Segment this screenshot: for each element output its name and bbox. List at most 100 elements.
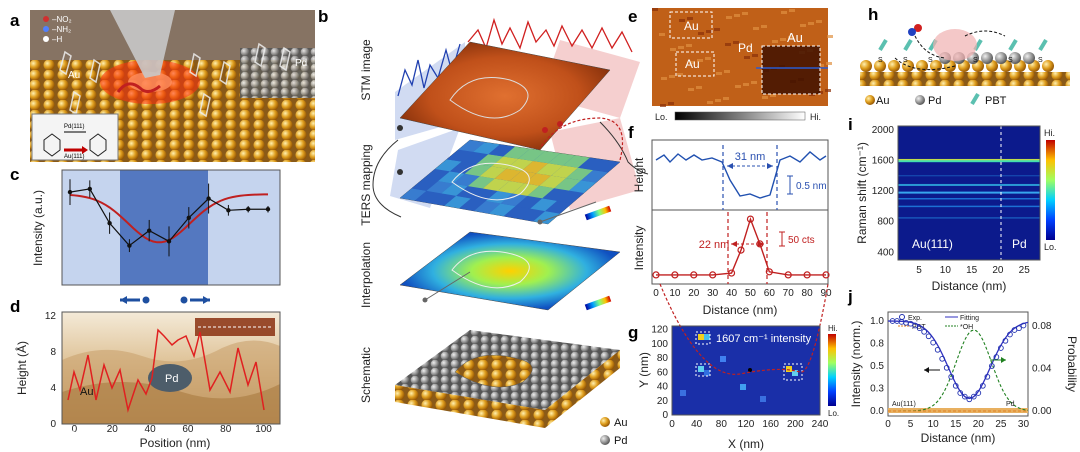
panel-b-ters-cell	[530, 198, 558, 212]
panel-e-texture	[762, 96, 768, 99]
panel-f-xtick: 40	[726, 288, 738, 299]
panel-j-exp-point	[1020, 322, 1027, 329]
panel-d-ytick: 8	[50, 347, 56, 358]
panel-e-texture	[826, 62, 832, 65]
panel-g-cell	[740, 384, 746, 390]
panel-e-texture	[825, 89, 831, 92]
panel-i-letter: i	[848, 115, 853, 134]
panel-j-oh-line	[888, 329, 1029, 412]
panel-f-xtick: 80	[802, 288, 814, 299]
panel-g-ytick: 40	[657, 382, 669, 393]
panel-b-ters-cell	[581, 170, 608, 183]
panel-j-xtick: 0	[885, 419, 891, 430]
panel-e-texture	[687, 17, 693, 20]
panel-h-au-atom	[1042, 60, 1054, 72]
panel-b-ters-cell	[545, 200, 572, 214]
svg-text:Pd: Pd	[1012, 237, 1027, 251]
panel-e-texture	[723, 97, 729, 100]
panel-e-texture	[818, 64, 824, 67]
panel-j-exp-point	[966, 396, 973, 403]
panel-j-exp-point	[993, 354, 1000, 360]
panel-g-cell	[786, 366, 792, 372]
svg-text:Pd(111): Pd(111)	[64, 124, 84, 130]
panel-d-xtick: 40	[145, 424, 157, 435]
panel-e-texture	[752, 54, 758, 57]
panel-j-exp-point	[1007, 331, 1013, 338]
panel-b: b STM image TERS mapping Interpolation S…	[318, 7, 649, 447]
panel-d-xtick: 0	[72, 424, 78, 435]
panel-e-texture	[770, 94, 776, 97]
panel-h-pd-atom	[1009, 52, 1021, 64]
panel-g-ytick: 120	[651, 325, 668, 336]
panel-i-xtick: 25	[1019, 265, 1031, 276]
panel-j-ytick: 0.8	[870, 339, 884, 350]
panel-j-exp-point	[979, 382, 986, 389]
panel-b-ters-cell	[458, 140, 485, 152]
panel-b-ters-cell	[411, 178, 439, 191]
panel-f-point	[765, 268, 773, 276]
panel-j-exp-point	[943, 364, 950, 371]
svg-text:PBT: PBT	[985, 95, 1007, 107]
panel-h-au-atom	[874, 60, 886, 72]
panel-g-xtick: 160	[762, 419, 779, 430]
panel-e-texture	[724, 70, 730, 73]
panel-j-xtick: 20	[973, 419, 985, 430]
panel-d-letter: d	[10, 297, 20, 316]
panel-i-raman-band	[898, 175, 1040, 177]
panel-e: e Au Pd Au Au Lo. Hi.	[628, 7, 833, 122]
panel-j-exp-point	[998, 345, 1004, 351]
panel-b-ters-cell	[459, 198, 486, 211]
panel-b-ters-cell	[521, 161, 549, 174]
panel-j-ytick: 0.3	[870, 384, 884, 395]
panel-b-ters-cell	[494, 168, 522, 181]
panel-e-texture	[659, 33, 665, 36]
panel-b-legend: Au Pd	[600, 417, 627, 447]
panel-e-texture	[660, 104, 666, 107]
panel-g-cell	[704, 370, 710, 376]
panel-d-ytick: 4	[50, 383, 56, 394]
panel-c-point	[67, 189, 73, 195]
panel-b-ters-cell	[593, 159, 620, 173]
panel-g-cell	[792, 370, 798, 376]
panel-e-texture	[705, 57, 711, 60]
panel-b-row-interp: Interpolation	[359, 242, 373, 308]
panel-h-pd-atom	[995, 52, 1007, 64]
panel-f-point	[803, 271, 811, 279]
panel-i-raman-band	[898, 205, 1040, 208]
panel-b-ters-cell	[542, 188, 570, 201]
panel-b-ters-cell	[453, 173, 480, 187]
svg-text:Hi.: Hi.	[828, 324, 838, 333]
panel-j-exp-point	[970, 393, 977, 400]
panel-b-ters-cell	[467, 176, 495, 189]
panel-h-s-label: S	[903, 57, 908, 64]
panel-e-texture	[669, 75, 675, 78]
panel-c-arrows	[120, 296, 210, 304]
svg-text:Distance (nm): Distance (nm)	[921, 431, 996, 445]
panel-g-cell	[760, 396, 766, 402]
svg-text:Au: Au	[685, 57, 700, 71]
panel-b-ters-cell	[578, 157, 605, 171]
panel-f-point	[652, 271, 660, 279]
panel-g-cell	[720, 356, 726, 362]
panel-b-ters-cell	[414, 190, 442, 204]
panel-e-texture	[809, 93, 815, 96]
svg-text:Hi.: Hi.	[810, 112, 821, 122]
panel-e-texture	[789, 9, 795, 12]
ters-tip-icon	[110, 10, 175, 78]
panel-f-point	[756, 240, 764, 248]
panel-i-colorbar	[1046, 140, 1055, 240]
panel-h-letter: h	[868, 5, 878, 24]
panel-g-xtick: 240	[812, 419, 829, 430]
panel-f-xtick: 90	[820, 288, 832, 299]
panel-j-ytick: 0.5	[870, 361, 884, 372]
panel-h-s-label: S	[973, 57, 978, 64]
panel-e-texture	[827, 35, 833, 38]
panel-b-ters-cell	[426, 181, 454, 194]
panel-i-ytick: 800	[877, 217, 894, 228]
panel-e-texture	[668, 102, 674, 105]
panel-a-inset: Pd(111) Au(111)	[31, 113, 119, 161]
panel-d-xtick: 80	[220, 424, 232, 435]
panel-c-point	[166, 239, 172, 244]
panel-j-exp-point	[989, 363, 995, 369]
panel-e-texture	[742, 12, 748, 15]
